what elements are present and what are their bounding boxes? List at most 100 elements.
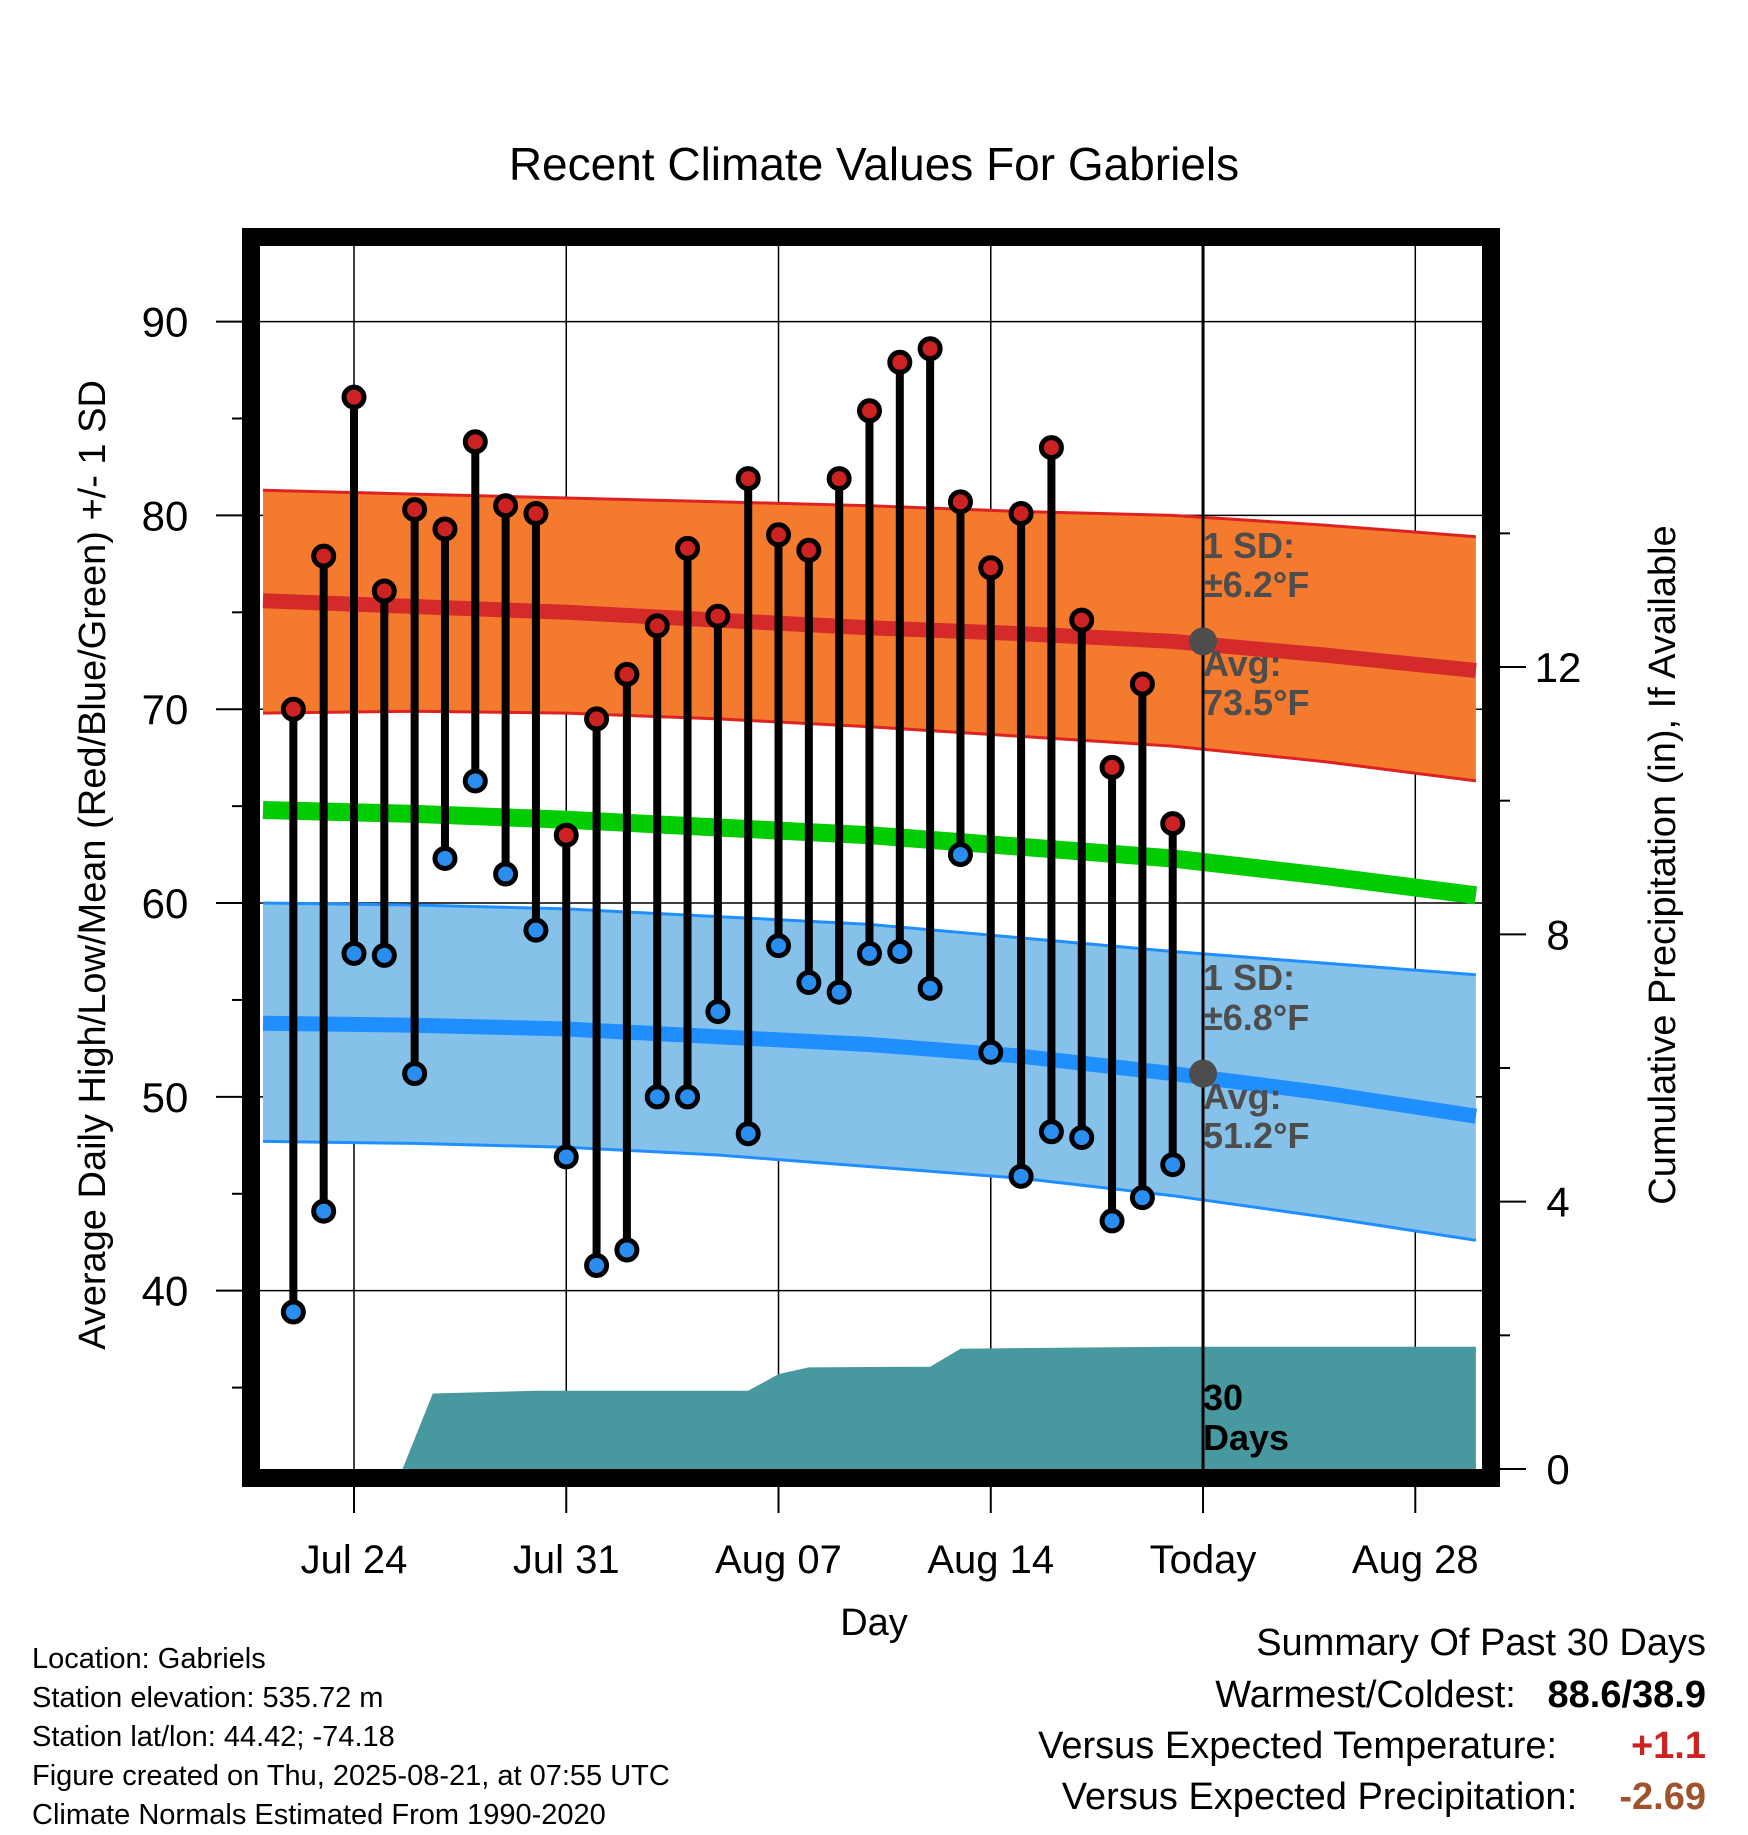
low-point: [462, 768, 488, 794]
y-tick-label: 40: [142, 1268, 189, 1315]
high-point: [735, 466, 761, 492]
high-point: [1160, 811, 1186, 837]
x-tick-label: Today: [1150, 1538, 1257, 1582]
low-sd-value: ±6.8°F: [1203, 997, 1309, 1038]
high-point: [553, 822, 579, 848]
low-point: [826, 979, 852, 1005]
y-tick-label: 50: [142, 1074, 189, 1121]
summary-temp-label: Versus Expected Temperature:: [1038, 1725, 1558, 1767]
high-point: [1099, 754, 1125, 780]
low-point: [1129, 1185, 1155, 1211]
y-tick-label: 70: [142, 686, 189, 733]
low-point: [856, 940, 882, 966]
low-point: [584, 1252, 610, 1278]
low-point: [1160, 1152, 1186, 1178]
low-point: [978, 1039, 1004, 1065]
high-sd-value: ±6.2°F: [1203, 564, 1309, 605]
summary-precip-label: Versus Expected Precipitation:: [1061, 1776, 1578, 1818]
high-point: [280, 696, 306, 722]
high-point: [705, 603, 731, 629]
summary-warm-cold-value: 88.6/38.9: [1547, 1674, 1706, 1716]
low-point: [705, 999, 731, 1025]
info-created: Figure created on Thu, 2025-08-21, at 07…: [32, 1760, 670, 1792]
high-point: [371, 578, 397, 604]
low-point: [796, 970, 822, 996]
low-point: [735, 1121, 761, 1147]
summary-temp-value: +1.1: [1630, 1725, 1706, 1767]
x-tick-label: Jul 24: [301, 1538, 408, 1582]
high-point: [675, 535, 701, 561]
summary-warm-cold: Warmest/Coldest: 88.6/38.9: [1215, 1674, 1706, 1717]
info-elevation: Station elevation: 535.72 m: [32, 1682, 384, 1714]
low-point: [887, 939, 913, 965]
high-point: [644, 613, 670, 639]
info-latlon: Station lat/lon: 44.42; -74.18: [32, 1721, 395, 1753]
high-point: [584, 706, 610, 732]
station-info: Location: Gabriels Station elevation: 53…: [32, 1640, 670, 1835]
high-point: [766, 522, 792, 548]
high-avg-value: 73.5°F: [1203, 682, 1309, 723]
y-tick-label: 90: [142, 299, 189, 346]
chart-title: Recent Climate Values For Gabriels: [509, 138, 1239, 190]
low-point: [341, 940, 367, 966]
low-sd-label: 1 SD:: [1203, 957, 1295, 998]
info-normals: Climate Normals Estimated From 1990-2020: [32, 1799, 606, 1831]
y2-axis-label: Cumulative Precipitation (in), If Availa…: [1642, 525, 1684, 1204]
high-point: [462, 429, 488, 455]
high-point: [402, 497, 428, 523]
low-point: [1038, 1119, 1064, 1145]
x-tick-label: Aug 28: [1352, 1538, 1479, 1582]
low-point: [1069, 1125, 1095, 1151]
low-point: [917, 975, 943, 1001]
high-point: [1008, 500, 1034, 526]
low-point: [614, 1237, 640, 1263]
low-point: [311, 1198, 337, 1224]
high-point: [856, 398, 882, 424]
summary-precip-value: -2.69: [1619, 1776, 1706, 1818]
low-point: [1099, 1208, 1125, 1234]
x-axis-label: Day: [840, 1602, 908, 1644]
summary-title: Summary Of Past 30 Days: [1256, 1622, 1706, 1664]
high-point: [614, 661, 640, 687]
summary-temp: Versus Expected Temperature: +1.1: [1038, 1725, 1706, 1768]
high-point: [947, 489, 973, 515]
high-point: [523, 500, 549, 526]
high-point: [432, 516, 458, 542]
high-point: [341, 384, 367, 410]
high-point: [826, 466, 852, 492]
low-sd-band-lower-edge: [262, 1139, 1477, 1242]
high-sd-label: 1 SD:: [1203, 525, 1295, 566]
y-axis-label: Average Daily High/Low/Mean (Red/Blue/Gr…: [72, 380, 114, 1350]
x-tick-label: Aug 07: [715, 1538, 842, 1582]
low-avg-label: Avg:: [1203, 1076, 1282, 1117]
low-point: [1008, 1163, 1034, 1189]
high-point: [978, 555, 1004, 581]
high-point: [887, 349, 913, 375]
normal-low-line: [262, 1015, 1478, 1124]
y2-tick-label: 12: [1535, 644, 1582, 691]
low-point: [644, 1084, 670, 1110]
low-point: [371, 942, 397, 968]
y-tick-label: 80: [142, 492, 189, 539]
today-high-normal-marker: [1189, 627, 1218, 656]
low-point: [432, 845, 458, 871]
high-point: [493, 493, 519, 519]
precip-area: [402, 1346, 1476, 1469]
low-point: [766, 933, 792, 959]
high-point: [1038, 435, 1064, 461]
low-point: [675, 1084, 701, 1110]
x-tick-label: Aug 14: [927, 1538, 1054, 1582]
days-count-label: 30: [1203, 1377, 1243, 1418]
summary-precip: Versus Expected Precipitation: -2.69: [1062, 1776, 1706, 1819]
y2-tick-label: 8: [1546, 911, 1569, 958]
low-point: [280, 1299, 306, 1325]
days-word-label: Days: [1203, 1417, 1289, 1458]
high-avg-label: Avg:: [1203, 643, 1282, 684]
high-point: [917, 336, 943, 362]
summary-warm-cold-label: Warmest/Coldest:: [1215, 1674, 1516, 1716]
high-point: [1069, 607, 1095, 633]
y2-tick-label: 4: [1546, 1179, 1569, 1226]
y2-tick-label: 0: [1546, 1446, 1569, 1493]
